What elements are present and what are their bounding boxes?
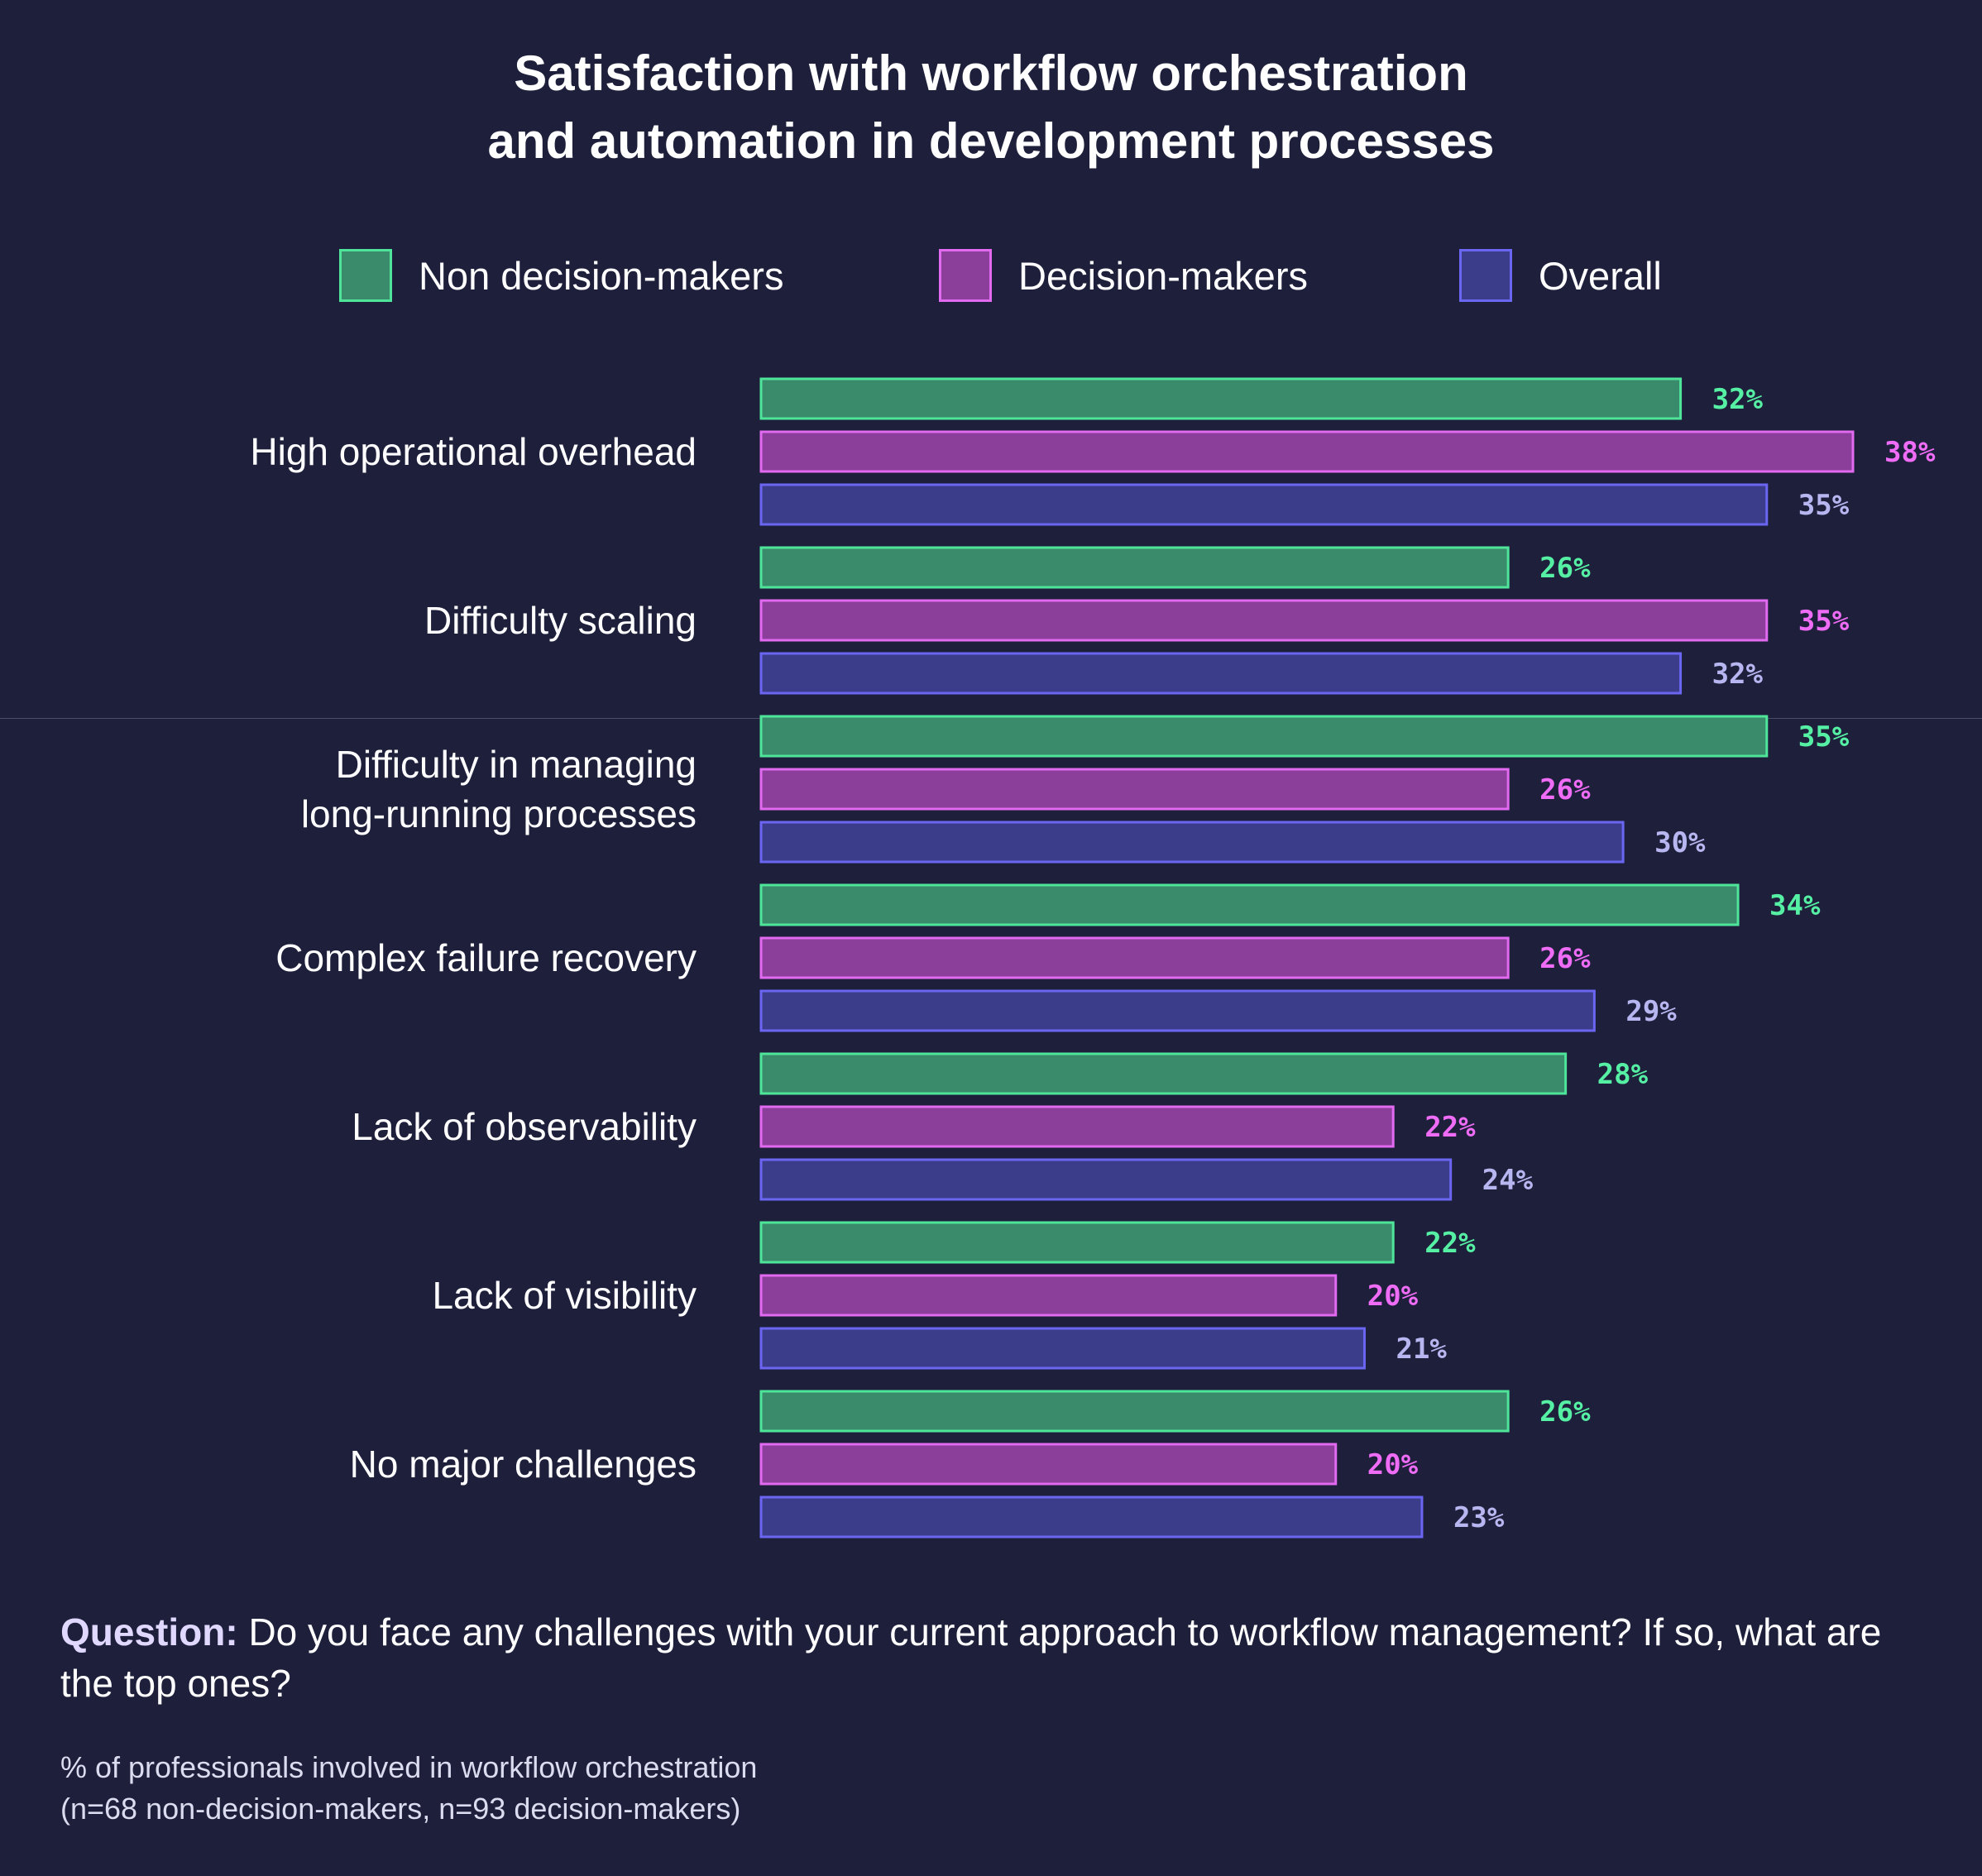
category-label-difficulty-in-managing-long-running-processes-line-2: long-running processes xyxy=(301,792,697,835)
bar-difficulty-in-managing-long-running-processes-non-decision-makers xyxy=(759,715,1769,758)
data-label-lack-of-observability-overall: 24% xyxy=(1482,1164,1534,1197)
question-text: Do you face any challenges with your cur… xyxy=(60,1610,1882,1705)
bar-lack-of-visibility-overall xyxy=(759,1327,1366,1370)
data-label-complex-failure-recovery-overall: 29% xyxy=(1625,995,1677,1028)
data-label-high-operational-overhead-overall: 35% xyxy=(1798,489,1850,522)
category-label-difficulty-in-managing-long-running-processes-line-1: Difficulty in managing xyxy=(336,743,697,786)
bar-no-major-challenges-overall xyxy=(759,1496,1424,1539)
chart-title: Satisfaction with workflow orchestration… xyxy=(0,40,1982,175)
footnote: % of professionals involved in workflow … xyxy=(60,1747,1922,1830)
question: Question: Do you face any challenges wit… xyxy=(60,1606,1922,1709)
bar-complex-failure-recovery-non-decision-makers xyxy=(759,883,1740,926)
category-label-lack-of-observability: Lack of observability xyxy=(352,1105,697,1148)
chart-title-line-2: and automation in development processes xyxy=(487,113,1495,169)
bar-complex-failure-recovery-overall xyxy=(759,989,1596,1032)
data-label-lack-of-observability-decision-makers: 22% xyxy=(1424,1111,1476,1144)
data-label-difficulty-scaling-decision-makers: 35% xyxy=(1798,605,1850,638)
bar-complex-failure-recovery-decision-makers xyxy=(759,936,1510,979)
bar-difficulty-scaling-decision-makers xyxy=(759,599,1769,642)
legend-item-non-decision-makers: Non decision-makers xyxy=(339,246,783,304)
legend-label-overall: Overall xyxy=(1539,253,1662,298)
data-label-lack-of-visibility-non-decision-makers: 22% xyxy=(1424,1227,1476,1260)
data-label-no-major-challenges-non-decision-makers: 26% xyxy=(1539,1395,1591,1429)
data-label-no-major-challenges-decision-makers: 20% xyxy=(1367,1448,1419,1481)
bar-high-operational-overhead-decision-makers xyxy=(759,430,1855,473)
data-label-complex-failure-recovery-non-decision-makers: 34% xyxy=(1769,889,1821,922)
data-label-lack-of-observability-non-decision-makers: 28% xyxy=(1597,1058,1649,1091)
bar-lack-of-observability-decision-makers xyxy=(759,1105,1395,1148)
question-label: Question: xyxy=(60,1610,238,1653)
chart-title-line-1: Satisfaction with workflow orchestration xyxy=(514,45,1468,101)
footnote-line-1: % of professionals involved in workflow … xyxy=(60,1750,758,1784)
data-label-lack-of-visibility-overall: 21% xyxy=(1396,1333,1447,1366)
bar-lack-of-observability-overall xyxy=(759,1158,1453,1201)
legend: Non decision-makers Decision-makers Over… xyxy=(0,246,1982,304)
legend-swatch-decision-makers xyxy=(939,249,992,302)
category-label-lack-of-visibility: Lack of visibility xyxy=(432,1274,697,1317)
bar-difficulty-scaling-overall xyxy=(759,652,1683,695)
data-label-difficulty-scaling-overall: 32% xyxy=(1712,658,1764,691)
data-label-no-major-challenges-overall: 23% xyxy=(1453,1501,1505,1534)
data-label-lack-of-visibility-decision-makers: 20% xyxy=(1367,1280,1419,1313)
bar-difficulty-scaling-non-decision-makers xyxy=(759,546,1510,589)
category-label-no-major-challenges: No major challenges xyxy=(350,1443,697,1486)
legend-swatch-non-decision-makers xyxy=(339,249,392,302)
bar-no-major-challenges-decision-makers xyxy=(759,1443,1338,1486)
data-label-high-operational-overhead-non-decision-makers: 32% xyxy=(1712,383,1764,416)
data-label-difficulty-scaling-non-decision-makers: 26% xyxy=(1539,552,1591,585)
legend-item-decision-makers: Decision-makers xyxy=(939,246,1308,304)
data-label-difficulty-in-managing-long-running-processes-non-decision-makers: 35% xyxy=(1798,720,1850,754)
legend-item-overall: Overall xyxy=(1459,246,1662,304)
category-label-complex-failure-recovery: Complex failure recovery xyxy=(275,936,697,979)
bar-difficulty-in-managing-long-running-processes-decision-makers xyxy=(759,768,1510,811)
bar-no-major-challenges-non-decision-makers xyxy=(759,1390,1510,1433)
footnote-line-2: (n=68 non-decision-makers, n=93 decision… xyxy=(60,1792,741,1826)
bar-lack-of-visibility-non-decision-makers xyxy=(759,1221,1395,1264)
bar-chart: High operational overhead 32% 38% 35% Diffic… xyxy=(250,377,1936,1539)
bar-high-operational-overhead-non-decision-makers xyxy=(759,377,1683,420)
legend-label-decision-makers: Decision-makers xyxy=(1018,253,1308,298)
data-label-difficulty-in-managing-long-running-processes-decision-makers: 26% xyxy=(1539,773,1591,806)
legend-label-non-decision-makers: Non decision-makers xyxy=(419,253,784,298)
bar-lack-of-visibility-decision-makers xyxy=(759,1274,1338,1317)
category-label-difficulty-scaling: Difficulty scaling xyxy=(424,599,697,642)
bar-high-operational-overhead-overall xyxy=(759,483,1769,526)
legend-swatch-overall xyxy=(1459,249,1512,302)
bar-lack-of-observability-non-decision-makers xyxy=(759,1052,1568,1095)
data-label-complex-failure-recovery-decision-makers: 26% xyxy=(1539,942,1591,975)
category-label-high-operational-overhead: High operational overhead xyxy=(250,430,697,473)
bar-difficulty-in-managing-long-running-processes-overall xyxy=(759,821,1625,864)
data-label-high-operational-overhead-decision-makers: 38% xyxy=(1884,436,1936,469)
data-label-difficulty-in-managing-long-running-processes-overall: 30% xyxy=(1654,826,1706,859)
